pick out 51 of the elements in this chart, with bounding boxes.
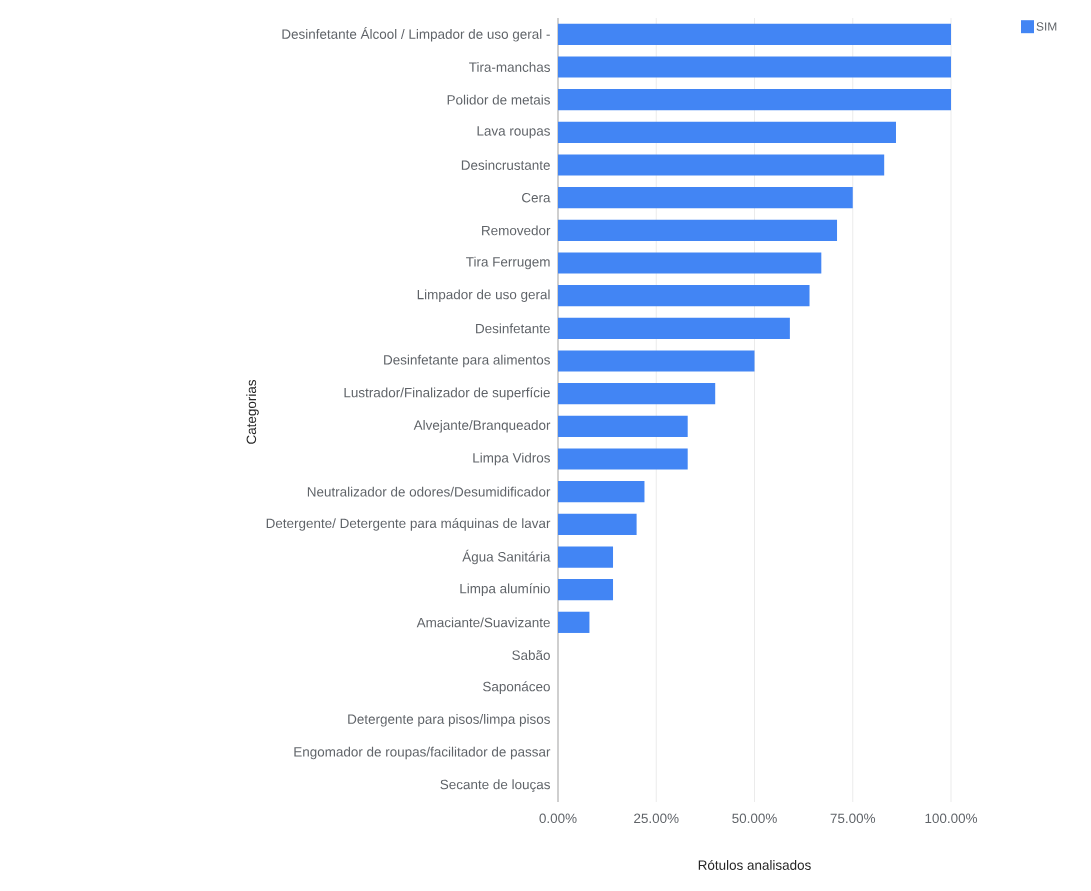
x-tick-label: 50.00%	[732, 813, 777, 824]
bar	[558, 154, 885, 176]
y-tick-label: Limpador de uso geral	[417, 289, 550, 302]
y-tick-label: Água Sanitária	[462, 549, 551, 565]
y-tick-label: Saponáceo	[483, 681, 550, 695]
y-tick-label: Polidor de metais	[447, 94, 550, 105]
bar	[558, 187, 853, 209]
bar	[558, 513, 637, 535]
y-tick-label: Alvejante/Branqueador	[413, 420, 551, 433]
y-tick-label: Lustrador/Finalizador de superfície	[344, 387, 550, 401]
y-tick-label: Detergente para pisos/limpa pisos	[348, 714, 550, 727]
y-tick-label: Lava roupas	[477, 126, 550, 139]
bar	[558, 56, 952, 78]
bar	[558, 252, 822, 274]
legend-label: SIM	[1036, 22, 1057, 31]
y-tick-label: Secante de louças	[440, 779, 550, 792]
x-axis-title: Rótulos analisados	[698, 859, 811, 870]
y-tick-label: Desinfetante Álcool / Limpador de uso geral -	[282, 27, 550, 42]
bar	[558, 121, 896, 143]
x-tick-label: 100.00%	[925, 813, 978, 824]
x-tick-label: 25.00%	[634, 813, 679, 824]
bar	[558, 448, 688, 470]
y-tick-label: Limpa alumínio	[460, 583, 550, 597]
y-tick-label: Amaciante/Suavizante	[416, 617, 550, 628]
bar	[558, 350, 755, 372]
bar	[558, 317, 790, 339]
y-tick-label: Sabão	[512, 650, 550, 660]
y-tick-label: Engomador de roupas/facilitador de passar	[294, 746, 551, 760]
y-axis-title: Categorias	[246, 379, 259, 444]
x-tick-label: 0.00%	[539, 813, 577, 824]
y-tick-label: Removedor	[482, 225, 551, 236]
y-tick-label: Cera	[522, 192, 551, 203]
bar	[558, 285, 810, 307]
y-tick-label: Detergente/ Detergente para máquinas de lavar	[266, 517, 551, 531]
bar	[558, 546, 614, 568]
y-tick-label: Tira-manchas	[469, 62, 550, 72]
y-tick-label: Desinfetante	[476, 323, 550, 334]
bar	[558, 415, 688, 437]
bar	[558, 383, 716, 405]
x-tick-label: 75.00%	[830, 813, 876, 824]
bar	[558, 219, 838, 241]
bar	[558, 611, 590, 633]
bar	[558, 89, 952, 111]
y-tick-label: Desincrustante	[461, 160, 550, 170]
bar	[558, 23, 952, 45]
bar	[558, 579, 614, 601]
bar	[558, 481, 645, 503]
y-tick-label: Tira Ferrugem	[466, 256, 550, 270]
y-tick-label: Neutralizador de odores/Desumidificador	[307, 486, 551, 497]
y-tick-label: Limpa Vidros	[473, 452, 550, 466]
y-tick-label: Desinfetante para alimentos	[384, 354, 550, 368]
